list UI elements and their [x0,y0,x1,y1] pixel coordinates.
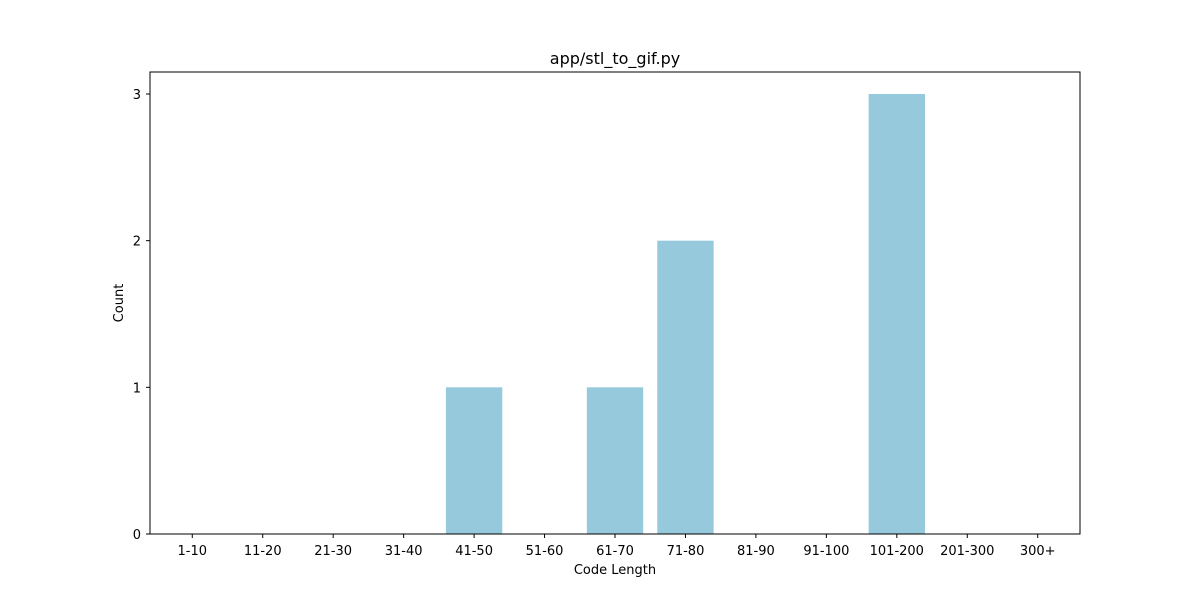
bar-41-50 [446,387,502,534]
bar-101-200 [869,94,925,534]
y-tick-label: 0 [133,528,141,543]
y-axis-ticks: 0 1 2 3 [133,88,150,543]
x-tick-label: 61-70 [596,544,634,559]
y-tick-label: 1 [133,381,141,396]
x-axis-ticks: 1-10 11-20 21-30 31-40 41-50 51-60 61-70 71-80 8… [178,534,1056,559]
x-tick-label: 51-60 [526,544,564,559]
x-tick-label: 101-200 [870,544,924,559]
x-tick-label: 300+ [1020,544,1056,559]
y-tick-label: 2 [133,235,141,250]
x-tick-label: 201-300 [940,544,994,559]
bar-61-70 [587,387,643,534]
y-axis-label: Count [112,284,127,323]
x-tick-label: 91-100 [803,544,849,559]
bar-71-80 [657,241,713,534]
x-tick-label: 21-30 [314,544,352,559]
x-tick-label: 81-90 [737,544,775,559]
chart-title: app/stl_to_gif.py [550,49,680,69]
x-axis-label: Code Length [574,563,656,578]
y-tick-label: 3 [133,88,141,103]
x-tick-label: 71-80 [667,544,705,559]
x-tick-label: 41-50 [455,544,493,559]
x-tick-label: 1-10 [178,544,208,559]
x-tick-label: 31-40 [385,544,423,559]
x-tick-label: 11-20 [244,544,282,559]
bars [446,94,925,534]
